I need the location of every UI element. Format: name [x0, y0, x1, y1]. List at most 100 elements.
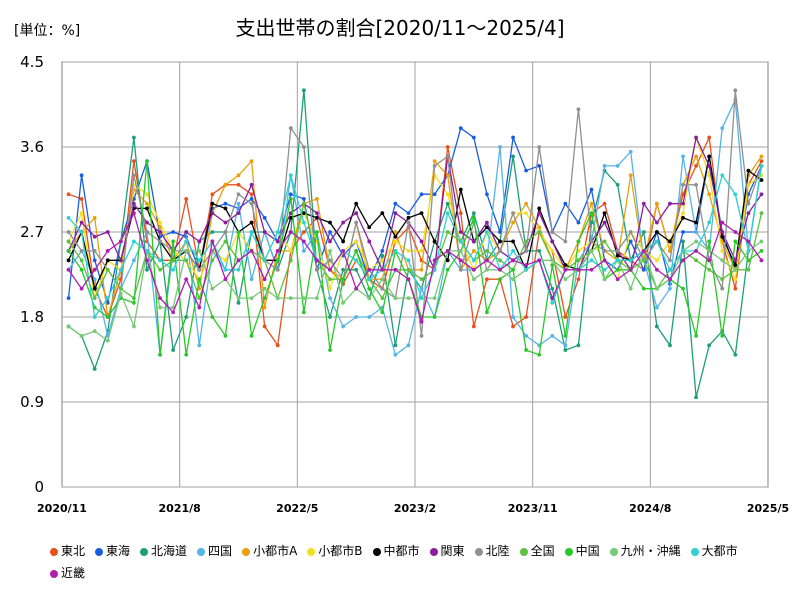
data-point — [471, 215, 476, 220]
chart-title: 支出世帯の割合[2020/11～2025/4] — [235, 16, 565, 40]
data-point — [445, 248, 450, 253]
data-point — [615, 182, 620, 187]
data-point — [223, 277, 228, 282]
data-point — [145, 159, 149, 164]
data-point — [537, 258, 542, 263]
data-point — [471, 239, 476, 244]
data-point — [485, 277, 489, 282]
legend-marker — [429, 547, 438, 556]
data-point — [485, 267, 489, 272]
data-point — [197, 343, 202, 348]
data-point — [158, 305, 162, 310]
data-point — [694, 248, 698, 253]
data-point — [210, 258, 215, 263]
data-point — [419, 319, 424, 324]
data-point — [380, 310, 385, 315]
data-point — [602, 258, 607, 263]
data-point — [315, 230, 319, 234]
data-point — [275, 230, 280, 234]
data-point — [288, 215, 293, 220]
data-point — [563, 277, 568, 282]
data-point — [341, 220, 345, 225]
data-point — [406, 220, 411, 225]
data-point — [694, 239, 698, 244]
data-point — [694, 333, 698, 338]
data-point — [694, 135, 698, 140]
data-point — [315, 211, 319, 216]
data-point — [707, 267, 712, 272]
data-point — [393, 352, 398, 357]
data-point — [432, 192, 437, 197]
data-point — [184, 197, 189, 201]
data-point — [550, 248, 555, 253]
data-point — [759, 154, 764, 159]
data-point — [197, 305, 202, 310]
data-point — [615, 163, 620, 168]
data-point — [707, 173, 712, 178]
data-point — [406, 248, 411, 253]
data-point — [694, 220, 698, 225]
data-point — [537, 145, 542, 149]
data-point — [524, 248, 529, 253]
data-point — [249, 248, 254, 253]
data-point — [145, 201, 149, 206]
data-point — [406, 215, 411, 220]
data-point — [550, 296, 555, 301]
data-point — [236, 267, 241, 272]
legend-label: 中国 — [575, 544, 600, 558]
data-point — [92, 329, 97, 334]
legend-label: 全国 — [530, 544, 555, 558]
data-point — [537, 352, 542, 357]
data-point — [524, 201, 529, 206]
legend-item: 大都市 — [690, 540, 738, 562]
data-point — [105, 315, 110, 319]
unit-label: [単位：%] — [14, 23, 81, 39]
data-point — [694, 154, 698, 159]
data-point — [79, 220, 84, 225]
data-point — [354, 258, 359, 263]
data-point — [275, 258, 280, 263]
data-point — [498, 145, 502, 149]
data-point — [145, 220, 149, 225]
data-point — [223, 182, 228, 187]
data-point — [432, 159, 437, 164]
data-point — [223, 201, 228, 206]
data-point — [132, 300, 136, 305]
data-point — [707, 248, 712, 253]
legend-label: 近畿 — [61, 566, 86, 580]
data-point — [92, 315, 97, 319]
data-point — [720, 234, 725, 239]
data-point — [236, 258, 241, 263]
data-point — [628, 267, 633, 272]
data-point — [341, 239, 345, 244]
data-point — [628, 149, 633, 154]
legend-label: 九州・沖縄 — [620, 544, 681, 558]
data-point — [589, 267, 594, 272]
data-point — [589, 220, 594, 225]
data-point — [171, 239, 176, 244]
data-point — [432, 315, 437, 319]
data-point — [92, 296, 97, 301]
legend-marker — [50, 569, 58, 578]
data-point — [419, 211, 424, 216]
data-point — [301, 88, 306, 93]
data-point — [511, 220, 515, 225]
data-point — [118, 258, 123, 263]
data-point — [615, 258, 620, 263]
data-point — [236, 173, 241, 178]
data-point — [733, 258, 738, 263]
data-point — [458, 258, 463, 263]
legend-label: 四国 — [208, 544, 233, 558]
legend-item: 小都市B — [307, 540, 363, 562]
legend-marker — [197, 547, 206, 556]
y-tick-label: 4.5 — [20, 53, 44, 71]
data-point — [328, 286, 332, 291]
data-point — [432, 239, 437, 244]
data-point — [602, 211, 607, 216]
data-point — [589, 239, 594, 244]
legend-item: 関東 — [429, 540, 465, 562]
data-point — [66, 258, 71, 263]
legend-marker — [95, 547, 104, 556]
data-point — [118, 291, 123, 296]
data-point — [66, 324, 71, 329]
